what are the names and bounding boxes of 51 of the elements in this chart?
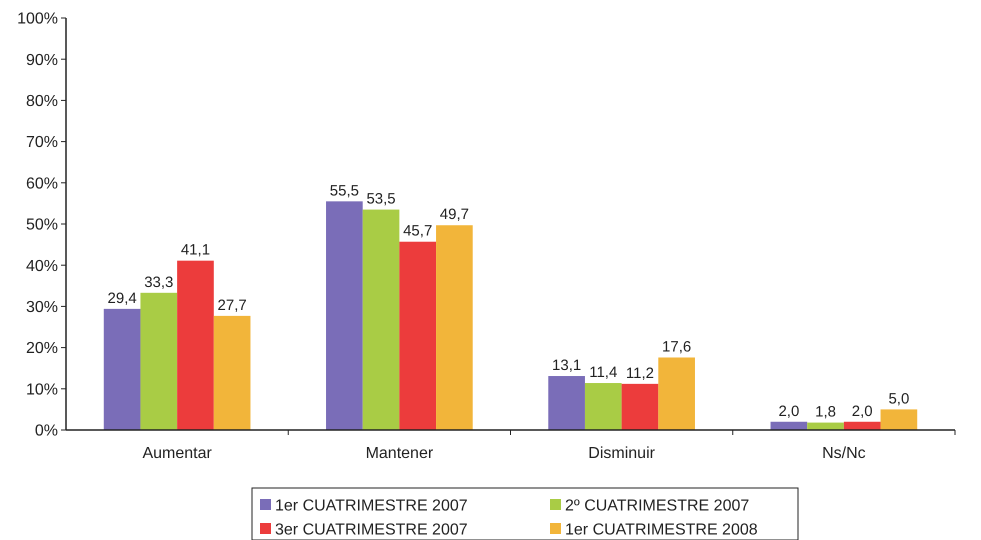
bar [399,242,436,430]
data-label: 11,4 [589,364,618,382]
data-label: 55,5 [330,182,359,200]
data-label: 53,5 [366,190,396,208]
legend-label: 1er CUATRIMESTRE 2008 [565,522,758,539]
bar [104,308,140,430]
x-tick-label: Mantener [366,445,434,462]
x-tick-label: Aumentar [142,445,212,462]
y-tick-label: 70% [26,134,58,152]
data-label: 5,0 [888,390,910,408]
bar [140,292,178,430]
y-tick-label: 20% [26,340,58,358]
y-tick-label: 80% [26,93,58,110]
data-label: 33,3 [144,274,174,291]
y-tick-label: 0% [34,422,58,440]
bar [807,422,844,430]
data-label: 2,0 [852,402,873,420]
data-label: 27,7 [218,296,247,314]
bar [622,384,658,430]
legend-label: 2º CUATRIMESTRE 2007 [565,498,750,515]
y-tick-label: 100% [17,10,58,28]
bar [658,357,695,430]
data-label: 13,1 [552,357,582,374]
y-tick-label: 40% [26,258,58,275]
data-label: 1,8 [815,404,836,421]
bar [584,383,622,430]
bar [177,260,214,430]
data-label: 11,2 [626,364,654,382]
data-label: 45,7 [403,222,432,240]
bar [844,422,881,430]
data-label: 17,6 [662,338,692,356]
x-tick-label: Disminuir [588,445,656,462]
bar [214,316,250,430]
y-tick-label: 10% [26,381,58,398]
y-tick-label: 90% [26,52,58,69]
data-label: 29,4 [108,290,137,307]
legend-label: 3er CUATRIMESTRE 2007 [275,522,468,539]
bar [880,409,918,430]
bar [326,201,363,430]
bar [770,422,808,430]
data-label: 41,1 [180,242,210,259]
data-label: 49,7 [440,206,469,224]
data-label: 2,0 [778,402,800,420]
y-tick-label: 50% [26,216,58,234]
bar [436,225,473,430]
bar [548,376,585,430]
x-tick-label: Ns/Nc [822,445,866,462]
y-tick-label: 30% [26,299,58,316]
y-tick-label: 60% [26,175,58,192]
bar [362,210,400,430]
legend-label: 1er CUATRIMESTRE 2007 [275,498,468,515]
